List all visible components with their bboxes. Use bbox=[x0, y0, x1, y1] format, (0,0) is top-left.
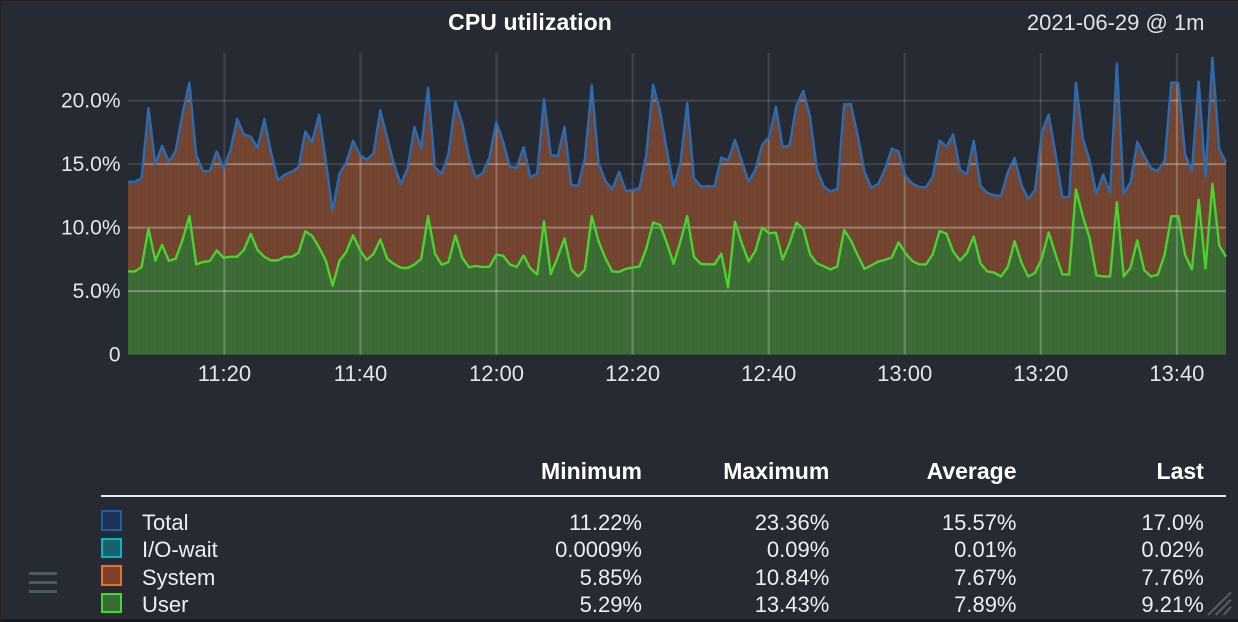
svg-text:11:40: 11:40 bbox=[334, 361, 387, 386]
svg-text:13:20: 13:20 bbox=[1013, 361, 1068, 386]
svg-text:11:20: 11:20 bbox=[198, 361, 251, 386]
svg-text:13:40: 13:40 bbox=[1149, 361, 1204, 386]
svg-text:10.0%: 10.0% bbox=[61, 217, 121, 240]
svg-text:15.0%: 15.0% bbox=[61, 153, 121, 176]
svg-text:12:20: 12:20 bbox=[605, 361, 660, 386]
svg-text:5.0%: 5.0% bbox=[73, 280, 121, 303]
svg-text:12:00: 12:00 bbox=[469, 361, 524, 386]
svg-text:13:00: 13:00 bbox=[877, 361, 932, 386]
svg-text:0: 0 bbox=[109, 344, 121, 367]
svg-text:12:40: 12:40 bbox=[741, 361, 796, 386]
svg-text:20.0%: 20.0% bbox=[61, 90, 121, 113]
